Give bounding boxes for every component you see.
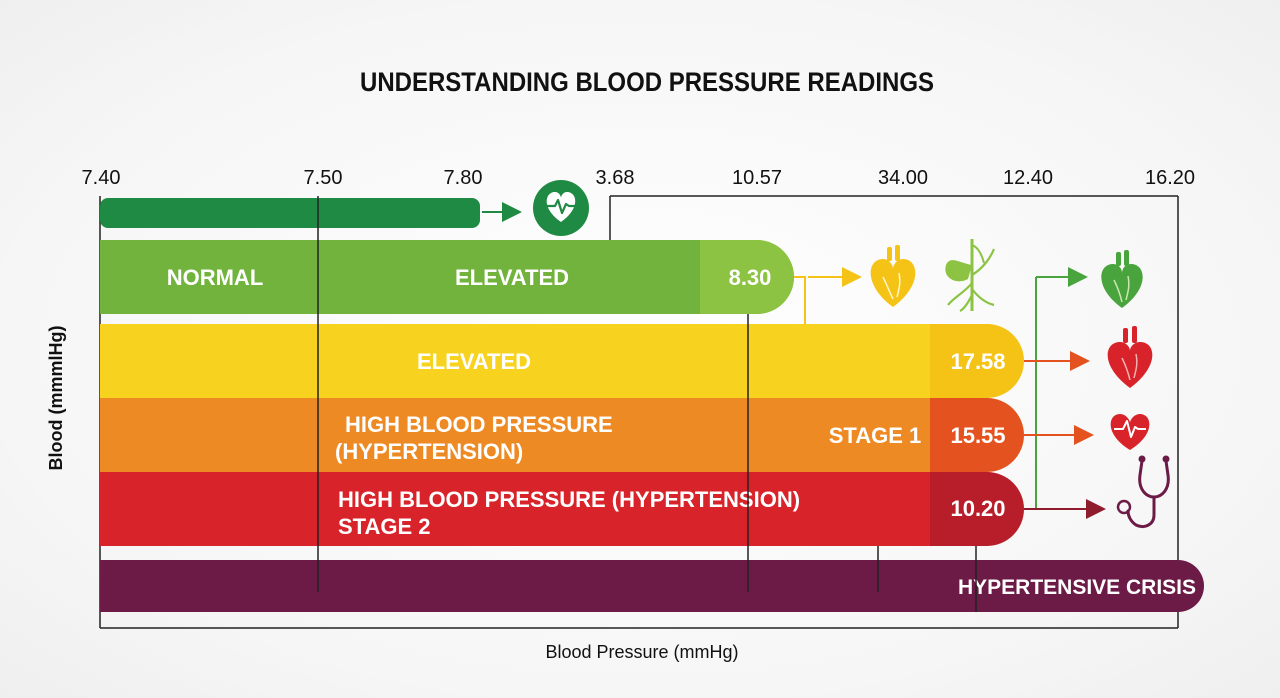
tick-label: 7.40 [82,167,121,189]
band-label-elevated: ELEVATED [417,349,531,374]
band-label-stage1: STAGE 1 [829,423,922,448]
tick-label: 34.00 [878,167,928,189]
tick-label: 7.50 [304,167,343,189]
band-red [100,472,1024,546]
heart-yellow-icon [870,245,916,307]
band-dark-green [100,198,480,228]
tick-label: 16.20 [1145,167,1195,189]
band-orange [100,398,1024,472]
heart-green-icon [1101,250,1143,308]
band-label-normal: NORMAL [167,265,264,290]
band-label-elevated-green: ELEVATED [455,265,569,290]
tick-label: 7.80 [444,167,483,189]
tick-label: 3.68 [596,167,635,189]
stethoscope-icon [1116,455,1170,529]
band-value-red: 10.20 [950,496,1005,521]
arrow-green-connector [1035,267,1088,509]
tick-label: 12.40 [1003,167,1053,189]
band-green [100,240,794,314]
heart-monitor-icon [533,180,589,236]
heart-pulse-icon [1110,414,1150,450]
band-value-orange: 15.55 [950,423,1005,448]
band-yellow [100,324,1024,398]
band-label-hbp-stage1: HIGH BLOOD PRESSURE [345,412,613,437]
tick-label: 10.57 [732,167,782,189]
chart-title: UNDERSTANDING BLOOD PRESSURE READINGS [360,67,934,97]
tick-labels: 7.40 7.50 7.80 3.68 10.57 34.00 12.40 16… [82,167,1196,189]
y-axis-label: Blood (mmmlHg) [46,326,66,471]
band-value-green: 8.30 [729,265,772,290]
x-axis-label: Blood Pressure (mmHg) [545,642,738,662]
band-label-hbp-stage1-line2: (HYPERTENSION) [335,439,523,464]
heart-red-icon [1107,326,1153,388]
band-label-hbp-stage2: HIGH BLOOD PRESSURE (HYPERTENSION) [338,487,800,512]
guide-lines [317,196,977,612]
band-purple [100,560,1204,612]
arrow-yellow-connector [794,267,862,324]
band-label-crisis: HYPERTENSIVE CRISIS [958,576,1196,599]
band-value-yellow: 17.58 [950,349,1005,374]
band-purple-left [100,560,140,612]
band-label-hbp-stage2-line2: STAGE 2 [338,514,431,539]
lungs-icon [945,239,996,312]
